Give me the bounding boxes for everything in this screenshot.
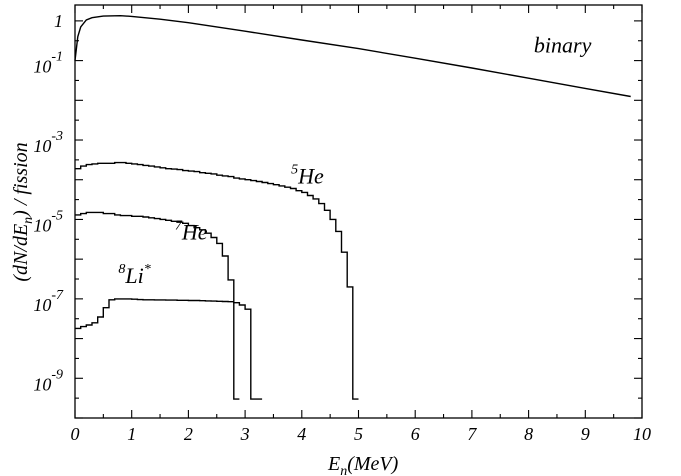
x-tick-label: 2 [184, 424, 193, 444]
plot-frame [74, 4, 643, 419]
y-axis-title: (dN/dEn) / fission [10, 142, 36, 281]
series-label-5He: 5He [291, 163, 324, 189]
x-tick-label: 10 [633, 424, 651, 444]
x-tick-label: 7 [467, 424, 477, 444]
x-tick-label: 8 [524, 424, 533, 444]
series-line-8Li* [75, 298, 263, 400]
y-tick-label: 10-9 [33, 367, 63, 394]
y-tick-label: 10-1 [33, 50, 63, 77]
series-line-binary [74, 14, 631, 98]
x-tick-label: 5 [354, 424, 363, 444]
x-tick-label: 4 [297, 424, 306, 444]
y-tick-labels: 1 10-1 10-3 10-5 10-7 10-9 [33, 11, 64, 394]
series-labels: binary 5He 7He 8Li* [118, 33, 591, 288]
y-tick-label: 10-5 [33, 208, 63, 235]
x-tick-labels: 0 1 2 3 4 5 6 7 8 9 10 [71, 424, 652, 444]
y-axis-ticks [75, 20, 642, 419]
y-tick-label: 1 [54, 11, 63, 31]
series-layer [74, 14, 631, 400]
series-label-8Li*: 8Li* [118, 262, 150, 288]
x-tick-label: 1 [127, 424, 136, 444]
series-label-7He: 7He [175, 218, 208, 244]
y-tick-label: 10-7 [33, 288, 64, 315]
series-line-5He [75, 161, 359, 400]
series-line-7He [75, 211, 240, 400]
x-axis-title: En(MeV) [327, 453, 399, 476]
y-tick-label: 10-3 [33, 129, 63, 156]
x-axis-ticks [74, 5, 643, 418]
x-tick-label: 6 [411, 424, 420, 444]
x-tick-label: 3 [240, 424, 250, 444]
x-tick-label: 9 [581, 424, 590, 444]
series-label-binary: binary [534, 33, 592, 58]
x-tick-label: 0 [71, 424, 80, 444]
